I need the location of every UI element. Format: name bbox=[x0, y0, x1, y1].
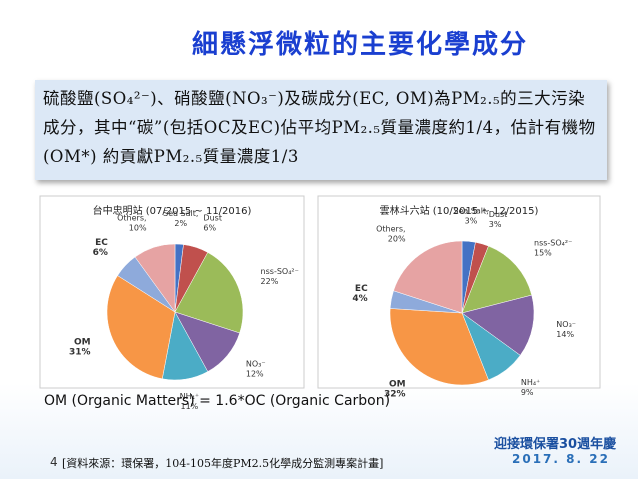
slice-category: NH₄⁺ bbox=[521, 378, 540, 387]
slice-value: 4% bbox=[352, 294, 367, 304]
pie-slice bbox=[393, 240, 463, 314]
slice-category: nss-SO₄²⁻ bbox=[534, 239, 572, 248]
slice-category: NO₃⁻ bbox=[246, 360, 266, 369]
slice-value: 3% bbox=[489, 220, 502, 229]
slice-value: 31% bbox=[69, 348, 91, 358]
slice-category: Dust bbox=[203, 214, 222, 223]
slice-label: Sea Salt, 2% bbox=[163, 209, 198, 228]
slice-category: Others, bbox=[376, 224, 405, 233]
slice-label: NO₃⁻ 14% bbox=[556, 320, 576, 339]
pie-slice bbox=[461, 294, 535, 356]
slice-category: Sea Salt, bbox=[453, 206, 488, 215]
slice-label: EC 6% bbox=[93, 238, 109, 258]
page-number: 4 bbox=[50, 455, 58, 469]
slice-label: NH₄⁺ 9% bbox=[521, 378, 540, 397]
slice-label: OM 31% bbox=[69, 338, 91, 358]
slice-category: Sea Salt, bbox=[163, 209, 198, 218]
slice-value: 6% bbox=[203, 224, 216, 233]
slice-label: NO₃⁻ 12% bbox=[246, 360, 266, 379]
summary-box: 硫酸鹽(SO₄²⁻)、硝酸鹽(NO₃⁻)及碳成分(EC, OM)為PM₂.₅的三… bbox=[35, 80, 607, 180]
pie-slice bbox=[174, 252, 244, 334]
slice-label: Others, 10% bbox=[117, 214, 147, 233]
pie-slice bbox=[134, 243, 176, 313]
logo-text: 迎接環保署30週年慶 bbox=[494, 437, 617, 452]
slice-label: NH₄⁺ 11% bbox=[180, 392, 199, 411]
slice-category: OM bbox=[389, 380, 406, 390]
slice-value: 11% bbox=[181, 402, 199, 411]
slice-label: Dust 3% bbox=[489, 210, 508, 229]
slice-label: OM 32% bbox=[384, 380, 406, 400]
slice-value: 14% bbox=[556, 330, 574, 339]
chart-title: 台中忠明站 (07/2015 ~ 11/2016) bbox=[93, 204, 252, 217]
slice-label: Others, 20% bbox=[376, 224, 406, 243]
pie-slice bbox=[461, 245, 533, 314]
slice-category: nss-SO₄²⁻ bbox=[261, 267, 299, 276]
slice-category: NO₃⁻ bbox=[556, 320, 576, 329]
note: OM (Organic Matters) = 1.6*OC (Organic C… bbox=[44, 393, 391, 409]
slide-title: 細懸浮微粒的主要化學成分 bbox=[191, 30, 528, 60]
slice-category: EC bbox=[355, 284, 368, 294]
source: [資料來源：環保署，104-105年度PM2.5化學成分監測專案計畫] bbox=[62, 457, 384, 470]
slice-value: 15% bbox=[534, 249, 552, 258]
slice-label: Dust 6% bbox=[203, 214, 222, 233]
slice-label: Sea Salt, 3% bbox=[453, 206, 488, 225]
slice-value: 12% bbox=[246, 370, 264, 379]
slice-category: Dust bbox=[489, 210, 508, 219]
slice-value: 32% bbox=[384, 390, 406, 400]
slice-value: 9% bbox=[521, 388, 534, 397]
slice-label: nss-SO₄²⁻ 22% bbox=[261, 267, 299, 286]
slice-value: 6% bbox=[93, 248, 108, 258]
slice-value: 3% bbox=[465, 216, 478, 225]
pie-slice bbox=[389, 308, 489, 386]
slice-value: 10% bbox=[129, 224, 147, 233]
slice-value: 2% bbox=[174, 219, 187, 228]
slice-value: 22% bbox=[261, 277, 279, 286]
slice-label: nss-SO₄²⁻ 15% bbox=[534, 239, 572, 258]
slice-label: EC 4% bbox=[352, 284, 368, 304]
slice-category: NH₄⁺ bbox=[180, 392, 199, 401]
logo-date: 2017. 8. 22 bbox=[512, 452, 610, 466]
slice-category: OM bbox=[74, 338, 91, 348]
slice-category: Others, bbox=[117, 214, 146, 223]
slice-value: 20% bbox=[388, 234, 406, 243]
slice-category: EC bbox=[95, 238, 108, 248]
chart-title: 雲林斗六站 (10/2015 ~ 12/2015) bbox=[380, 204, 539, 217]
